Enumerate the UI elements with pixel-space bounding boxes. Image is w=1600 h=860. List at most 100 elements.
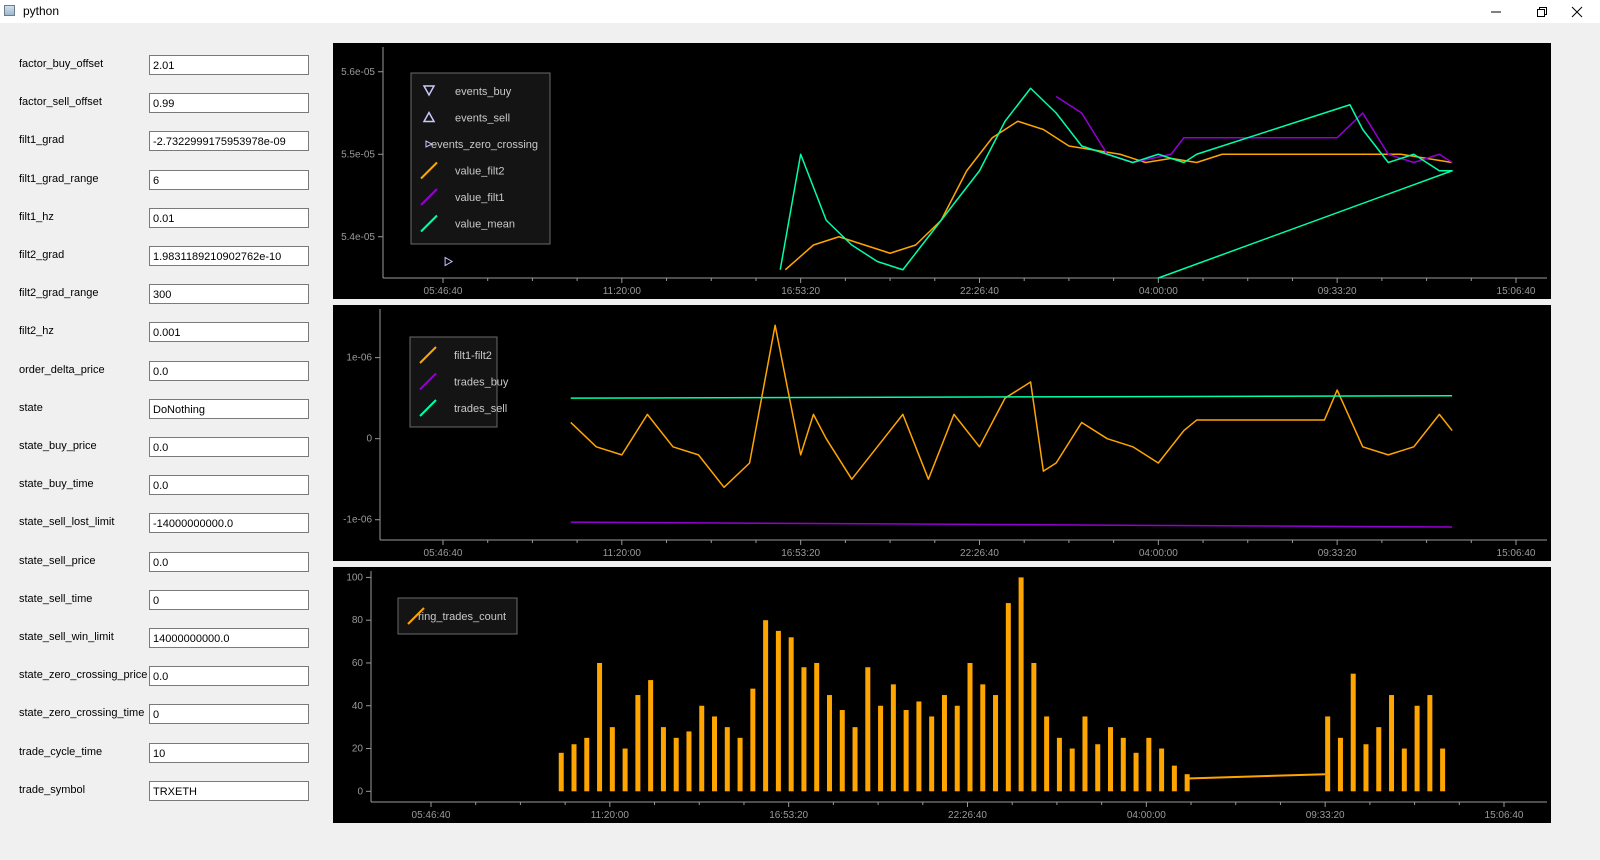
y-tick-label: 80 xyxy=(352,615,364,626)
x-tick-label: 09:33:20 xyxy=(1318,548,1357,559)
bar xyxy=(699,705,705,792)
legend: ring_trades_count xyxy=(397,597,518,635)
bar xyxy=(750,688,756,792)
bar xyxy=(660,727,666,792)
close-icon xyxy=(1571,6,1583,18)
param-row-trade-symbol: trade_symbol xyxy=(0,780,320,803)
x-tick-label: 15:06:40 xyxy=(1497,286,1536,297)
param-row-state-sell-time: state_sell_time xyxy=(0,589,320,612)
minimize-button[interactable] xyxy=(1473,0,1519,23)
minimize-icon xyxy=(1491,11,1501,13)
bar xyxy=(712,716,718,792)
param-input-state-zero-crossing-time[interactable] xyxy=(149,704,309,725)
bar xyxy=(1069,748,1075,792)
event-marker xyxy=(444,256,454,267)
param-input-order-delta-price[interactable] xyxy=(149,360,309,381)
bar xyxy=(1044,716,1050,792)
param-input-filt1-hz[interactable] xyxy=(149,207,309,228)
param-row-filt2-grad: filt2_grad xyxy=(0,246,320,268)
legend-label: ring_trades_count xyxy=(418,611,506,623)
param-input-filt2-hz[interactable] xyxy=(149,322,309,343)
param-label: state_sell_lost_limit xyxy=(19,516,115,529)
param-row-state-buy-price: state_buy_price xyxy=(0,437,320,459)
bar xyxy=(929,716,935,792)
legend-label: trades_buy xyxy=(454,377,509,389)
bar xyxy=(648,680,654,792)
y-tick-label: 20 xyxy=(352,744,364,755)
y-tick-label: 0 xyxy=(366,434,372,445)
bar xyxy=(609,727,615,792)
param-row-factor-buy-offset: factor_buy_offset xyxy=(0,55,320,77)
close-button[interactable] xyxy=(1554,0,1600,23)
bar xyxy=(635,695,641,792)
y-tick-label: 5.5e-05 xyxy=(341,149,375,160)
legend-line-icon xyxy=(407,607,425,625)
restore-button[interactable] xyxy=(1519,0,1565,23)
x-tick-label: 11:20:00 xyxy=(591,810,630,821)
param-input-state-sell-time[interactable] xyxy=(149,589,309,610)
param-input-factor-buy-offset[interactable] xyxy=(149,55,309,75)
bar xyxy=(865,667,871,792)
price-plot[interactable]: 05:46:40 11:20:00 16:53:20 22:26:40 04:00:00… xyxy=(333,43,1551,299)
bar xyxy=(1146,737,1152,792)
legend: filt1-filt2 trades_buy trades_sell xyxy=(409,336,509,428)
param-input-state-buy-price[interactable] xyxy=(149,437,309,457)
y-tick-label: 1e-06 xyxy=(346,353,372,364)
param-input-factor-sell-offset[interactable] xyxy=(149,93,309,114)
param-input-trade-cycle-time[interactable] xyxy=(149,742,309,763)
bar xyxy=(1171,765,1177,792)
param-label: filt1_hz xyxy=(19,210,54,223)
param-label: trade_symbol xyxy=(19,783,86,796)
param-input-state-sell-win-limit[interactable] xyxy=(149,628,309,648)
param-input-filt1-grad-range[interactable] xyxy=(149,169,309,190)
x-tick-label: 09:33:20 xyxy=(1306,810,1345,821)
legend-label: value_filt2 xyxy=(455,166,505,178)
param-label: state xyxy=(19,401,43,414)
bar xyxy=(826,695,832,792)
param-input-filt1-grad[interactable] xyxy=(149,131,309,152)
param-label: factor_sell_offset xyxy=(19,96,102,109)
bar xyxy=(686,731,692,792)
legend-box xyxy=(397,597,518,635)
legend-label: events_zero_crossing xyxy=(431,139,538,151)
x-tick-label: 05:46:40 xyxy=(424,286,463,297)
legend-label: trades_sell xyxy=(454,403,507,415)
legend-line-icon xyxy=(419,399,437,417)
bar xyxy=(597,662,603,792)
param-input-state-zero-crossing-price[interactable] xyxy=(149,666,309,687)
series-line-filt1-filt2 xyxy=(570,324,1453,489)
bar xyxy=(814,662,820,792)
bar xyxy=(1120,737,1126,792)
y-tick-label: 5.6e-05 xyxy=(341,67,375,78)
bar xyxy=(954,705,960,792)
bar xyxy=(916,701,922,792)
filter-diff-plot[interactable]: 05:46:40 11:20:00 16:53:20 22:26:40 04:00:00… xyxy=(333,305,1551,561)
param-label: filt1_grad xyxy=(19,134,65,147)
bar xyxy=(622,748,628,792)
bar xyxy=(967,662,973,792)
x-tick-label: 22:26:40 xyxy=(960,548,999,559)
param-input-state[interactable] xyxy=(149,398,309,419)
x-tick-label: 22:26:40 xyxy=(960,286,999,297)
param-input-state-sell-lost-limit[interactable] xyxy=(149,513,309,534)
param-input-state-sell-price[interactable] xyxy=(149,551,309,572)
param-input-filt2-grad[interactable] xyxy=(149,246,309,266)
param-input-filt2-grad-range[interactable] xyxy=(149,284,309,305)
x-tick-label: 15:06:40 xyxy=(1497,548,1536,559)
param-input-state-buy-time[interactable] xyxy=(149,475,309,496)
bar xyxy=(801,667,807,792)
param-row-state-sell-win-limit: state_sell_win_limit xyxy=(0,628,320,650)
legend-label: filt1-filt2 xyxy=(454,350,492,362)
trades-count-plot[interactable]: 05:46:40 11:20:00 16:53:20 22:26:40 04:00:00… xyxy=(333,567,1551,823)
param-input-trade-symbol[interactable] xyxy=(149,780,309,801)
bar xyxy=(724,727,730,792)
x-tick-label: 04:00:00 xyxy=(1139,286,1178,297)
param-label: filt2_grad xyxy=(19,249,65,261)
bar xyxy=(1056,737,1062,792)
legend-line-icon xyxy=(420,161,438,180)
bar xyxy=(1325,716,1331,792)
param-label: state_sell_time xyxy=(19,592,93,605)
bar xyxy=(558,752,564,792)
x-tick-label: 16:53:20 xyxy=(769,810,808,821)
param-row-factor-sell-offset: factor_sell_offset xyxy=(0,93,320,115)
